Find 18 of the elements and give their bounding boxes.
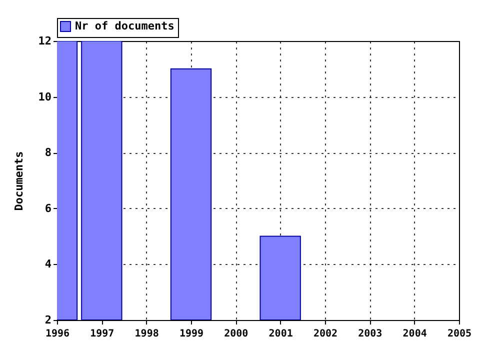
y-axis-title: Documents <box>12 151 26 211</box>
x-tick-label: 1996 <box>45 328 70 340</box>
x-tick-label: 2002 <box>313 328 338 340</box>
y-tick-label: 8 <box>44 146 52 160</box>
y-tick-label: 10 <box>38 90 52 104</box>
x-tick-label: 2005 <box>447 328 472 340</box>
y-tick-label: 2 <box>44 314 52 326</box>
x-tick-label: 2004 <box>402 328 427 340</box>
y-tick-label: 4 <box>44 258 52 271</box>
legend-label: Nr of documents <box>75 20 174 32</box>
y-tick-label: 6 <box>44 202 52 215</box>
x-tick-label: 1997 <box>90 328 114 340</box>
x-tick-label: 1999 <box>179 328 204 340</box>
x-tick-label: 2000 <box>224 328 248 340</box>
y-tick-label: 12 <box>38 34 52 48</box>
x-tick-label: 2001 <box>268 328 293 340</box>
x-tick-label: 1998 <box>134 328 159 340</box>
x-tick-label: 2003 <box>358 328 382 340</box>
